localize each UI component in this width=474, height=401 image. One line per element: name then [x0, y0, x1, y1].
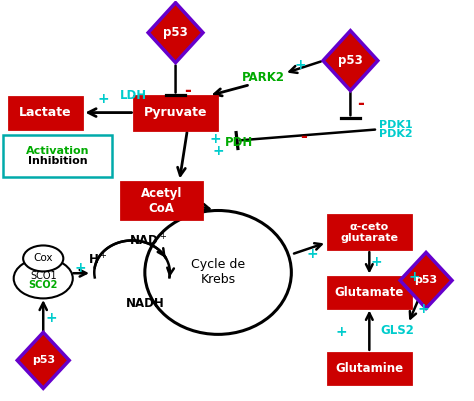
- Polygon shape: [400, 253, 452, 308]
- Ellipse shape: [14, 258, 73, 298]
- FancyBboxPatch shape: [328, 353, 410, 384]
- FancyBboxPatch shape: [3, 135, 112, 176]
- Ellipse shape: [23, 245, 64, 271]
- Text: -: -: [184, 82, 191, 99]
- Text: α-ceto
glutarate: α-ceto glutarate: [340, 222, 398, 243]
- Text: Glutamate: Glutamate: [335, 286, 404, 299]
- Text: SCO2: SCO2: [28, 280, 58, 290]
- Text: +: +: [371, 255, 382, 269]
- Text: Cycle de
Krebs: Cycle de Krebs: [191, 258, 245, 286]
- Text: PDH: PDH: [225, 136, 254, 149]
- Text: Acetyl
CoA: Acetyl CoA: [141, 186, 182, 215]
- Text: p53: p53: [32, 355, 55, 365]
- Text: +: +: [409, 270, 420, 284]
- Text: +: +: [307, 247, 319, 261]
- FancyBboxPatch shape: [121, 182, 201, 219]
- Text: PARK2: PARK2: [241, 71, 284, 84]
- Text: +: +: [74, 261, 86, 275]
- Text: NADH: NADH: [126, 297, 164, 310]
- Text: Lactate: Lactate: [19, 106, 72, 119]
- Text: PDK1: PDK1: [379, 119, 412, 130]
- FancyBboxPatch shape: [134, 95, 217, 130]
- Text: NAD$^+$: NAD$^+$: [129, 234, 167, 249]
- Text: SCO1: SCO1: [30, 271, 56, 281]
- Circle shape: [145, 211, 292, 334]
- Text: Activation: Activation: [26, 146, 89, 156]
- Text: -: -: [300, 128, 307, 146]
- Text: p53: p53: [163, 26, 188, 39]
- Text: +: +: [212, 144, 224, 158]
- Text: LDH: LDH: [119, 89, 146, 102]
- Text: -: -: [357, 95, 364, 113]
- Text: +: +: [295, 58, 307, 72]
- Text: +: +: [418, 302, 429, 316]
- Text: Pyruvate: Pyruvate: [144, 106, 207, 119]
- Text: +: +: [46, 312, 57, 325]
- Polygon shape: [323, 30, 378, 91]
- FancyBboxPatch shape: [328, 277, 410, 308]
- Text: Cox: Cox: [34, 253, 53, 263]
- Text: PDK2: PDK2: [379, 129, 412, 139]
- Polygon shape: [148, 3, 203, 63]
- Text: Glutamine: Glutamine: [335, 362, 403, 375]
- Text: GLS2: GLS2: [381, 324, 415, 337]
- FancyBboxPatch shape: [328, 215, 410, 249]
- Text: p53: p53: [414, 275, 438, 286]
- Text: +: +: [210, 132, 221, 146]
- Polygon shape: [17, 332, 69, 388]
- Text: Inhibition: Inhibition: [27, 156, 87, 166]
- Text: H$^+$: H$^+$: [88, 252, 107, 267]
- Text: +: +: [336, 325, 347, 339]
- Text: +: +: [98, 91, 109, 105]
- FancyBboxPatch shape: [9, 97, 82, 129]
- Text: p53: p53: [338, 54, 363, 67]
